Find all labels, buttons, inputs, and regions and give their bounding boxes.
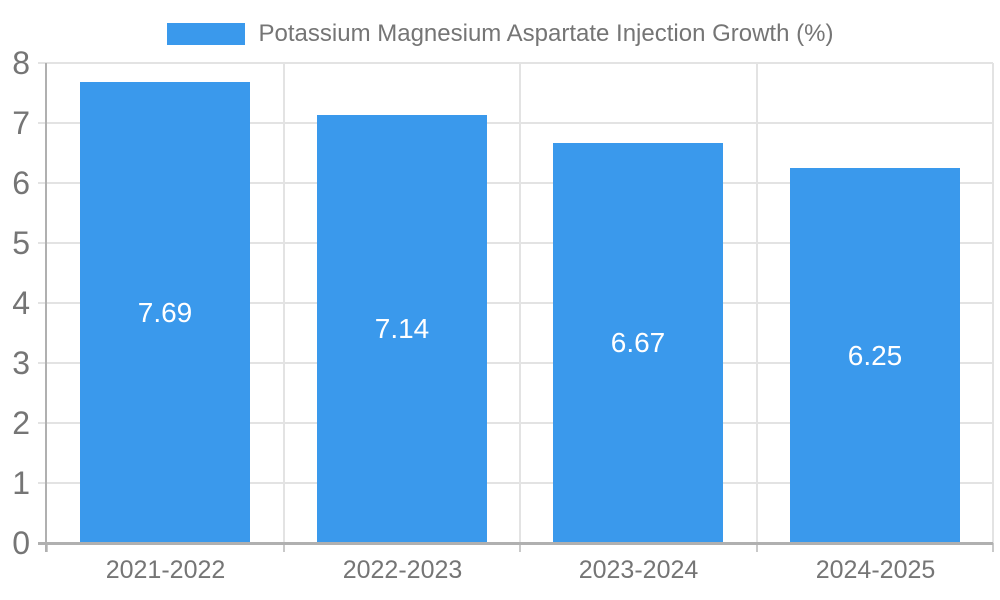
x-tick-label: 2024-2025 <box>815 556 936 584</box>
v-gridline <box>756 63 758 543</box>
bar-value-label: 6.67 <box>610 327 666 358</box>
h-gridline <box>38 122 993 124</box>
y-tick-label: 4 <box>12 285 30 321</box>
bar[interactable] <box>80 82 250 543</box>
bar[interactable] <box>317 115 487 543</box>
h-gridline <box>38 62 993 64</box>
y-tick-label: 6 <box>12 165 30 201</box>
legend-swatch <box>166 23 245 45</box>
h-gridline <box>38 422 993 424</box>
bar[interactable] <box>790 168 960 543</box>
h-gridline <box>38 482 993 484</box>
bar-value-label: 7.14 <box>374 313 430 344</box>
chart-legend[interactable]: Potassium Magnesium Aspartate Injection … <box>0 20 1000 48</box>
y-axis-line <box>45 63 47 552</box>
v-gridline <box>519 63 521 543</box>
y-tick-label: 5 <box>12 225 30 261</box>
x-tick-label: 2022-2023 <box>342 556 463 584</box>
y-tick-label: 7 <box>12 105 30 141</box>
bar[interactable] <box>553 143 723 543</box>
y-tick-label: 0 <box>12 525 30 561</box>
legend-label: Potassium Magnesium Aspartate Injection … <box>258 20 834 47</box>
y-tick-label: 3 <box>12 345 30 381</box>
x-axis-tick <box>46 543 48 552</box>
h-gridline <box>38 242 993 244</box>
plot-right-border <box>992 63 994 552</box>
x-axis-tick <box>283 543 285 552</box>
bar-value-label: 7.69 <box>137 297 193 328</box>
x-axis-line <box>38 542 993 545</box>
x-axis-tick <box>519 543 521 552</box>
x-tick-label: 2023-2024 <box>578 556 699 584</box>
y-tick-label: 8 <box>12 45 30 81</box>
x-axis-tick <box>992 543 994 552</box>
x-tick-label: 2021-2022 <box>105 556 226 584</box>
h-gridline <box>38 302 993 304</box>
bar-value-label: 6.25 <box>847 340 903 371</box>
v-gridline <box>283 63 285 543</box>
x-axis-tick <box>756 543 758 552</box>
h-gridline <box>38 182 993 184</box>
y-tick-label: 2 <box>12 405 30 441</box>
h-gridline <box>38 362 993 364</box>
y-tick-label: 1 <box>12 465 30 501</box>
